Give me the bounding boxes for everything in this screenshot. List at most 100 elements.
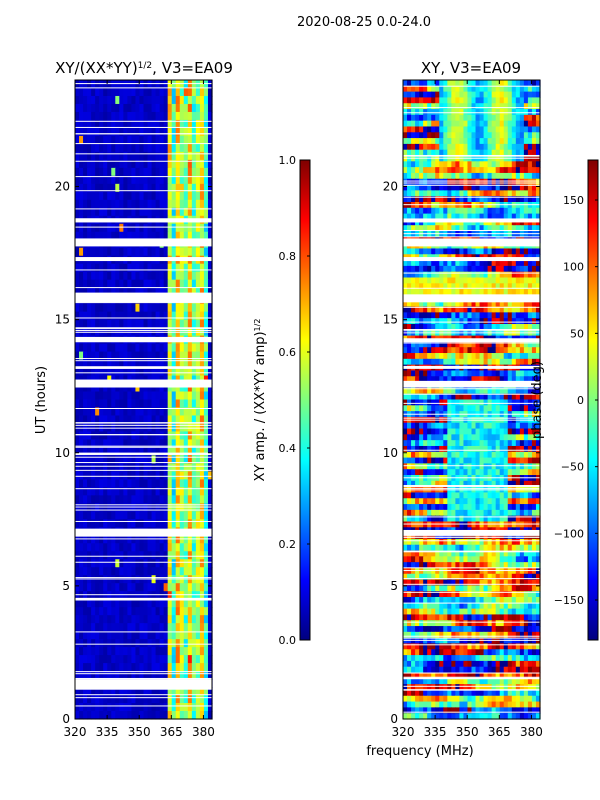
heatmap-cell	[183, 95, 189, 105]
heatmap-cell	[115, 151, 120, 161]
heatmap-cell	[435, 376, 440, 383]
heatmap-cell	[471, 271, 477, 279]
heatmap-cell	[487, 323, 493, 331]
heatmap-cell	[519, 283, 525, 290]
heatmap-cell	[187, 207, 193, 217]
heatmap-cell	[147, 407, 153, 417]
heatmap-cell	[175, 231, 181, 241]
heatmap-cell	[519, 289, 525, 296]
heatmap-cell	[103, 415, 108, 425]
heatmap-cell	[135, 159, 141, 169]
heatmap-cell	[123, 247, 128, 257]
heatmap-cell	[535, 428, 541, 435]
heatmap-cell	[179, 119, 185, 129]
heatmap-cell	[139, 407, 145, 417]
heatmap-cell	[511, 399, 517, 406]
heatmap-cell	[183, 511, 189, 520]
heatmap-cell	[519, 248, 525, 255]
heatmap-cell	[91, 311, 96, 321]
heatmap-cell	[119, 119, 124, 129]
heatmap-cell	[147, 479, 153, 488]
heatmap-cell	[103, 575, 108, 584]
heatmap-cell	[179, 247, 185, 257]
heatmap-cell	[519, 178, 525, 186]
heatmap-cell	[467, 353, 473, 360]
heatmap-cell	[131, 119, 137, 129]
heatmap-cell	[495, 393, 501, 401]
heatmap-cell	[167, 319, 173, 329]
heatmap-cell	[471, 97, 477, 104]
heatmap-cell	[447, 271, 452, 279]
heatmap-cell	[107, 703, 112, 712]
heatmap-cell	[91, 415, 96, 425]
flagged-row	[75, 292, 212, 294]
heatmap-cell	[187, 511, 193, 520]
heatmap-cell	[415, 341, 420, 348]
heatmap-cell	[439, 80, 444, 87]
flagged-row	[75, 336, 212, 343]
heatmap-cell	[139, 447, 145, 457]
heatmap-cell	[147, 463, 153, 472]
heatmap-cell	[107, 711, 112, 720]
heatmap-cell	[499, 219, 505, 226]
heatmap-cell	[107, 607, 112, 616]
heatmap-cell	[403, 323, 408, 331]
heatmap-cell	[515, 440, 521, 447]
heatmap-cell	[151, 263, 157, 273]
heatmap-cell	[191, 559, 197, 568]
heatmap-cell	[519, 399, 525, 406]
heatmap-cell	[131, 263, 137, 273]
heatmap-cell	[111, 695, 116, 704]
heatmap-cell	[499, 399, 505, 406]
heatmap-cell	[443, 126, 448, 133]
heatmap-cell	[455, 103, 461, 110]
heatmap-cell	[123, 495, 128, 504]
heatmap-cell	[111, 543, 116, 552]
heatmap-cell	[147, 551, 153, 560]
heatmap-cell	[91, 607, 96, 616]
heatmap-cell	[511, 387, 517, 395]
heatmap-cell	[103, 111, 108, 121]
heatmap-cell	[123, 263, 128, 273]
heatmap-cell	[487, 213, 493, 221]
heatmap-cell	[403, 434, 408, 441]
heatmap-cell	[471, 143, 477, 151]
heatmap-cell	[167, 495, 173, 504]
heatmap-cell	[475, 138, 481, 145]
heatmap-cell	[491, 184, 497, 191]
heatmap-cell	[491, 318, 497, 325]
heatmap-cell	[207, 639, 213, 648]
heatmap-cell	[103, 303, 108, 313]
heatmap-cell	[119, 247, 124, 257]
heatmap-cell	[163, 615, 169, 624]
heatmap-cell	[175, 135, 181, 145]
heatmap-cell	[143, 455, 149, 464]
heatmap-cell	[143, 111, 149, 121]
heatmap-cell	[171, 639, 177, 648]
heatmap-cell	[183, 615, 189, 624]
heatmap-cell	[87, 183, 92, 193]
heatmap-cell	[119, 127, 124, 137]
heatmap-cell	[75, 391, 80, 401]
heatmap-cell	[79, 223, 84, 233]
heatmap-cell	[535, 353, 541, 360]
heatmap-cell	[139, 207, 145, 217]
heatmap-cell	[527, 405, 533, 412]
heatmap-cell	[119, 631, 124, 640]
heatmap-cell	[519, 103, 525, 110]
heatmap-cell	[419, 358, 424, 366]
heatmap-cell	[151, 159, 157, 169]
heatmap-cell	[103, 711, 108, 720]
heatmap-cell	[203, 687, 209, 696]
heatmap-cell	[75, 359, 80, 369]
heatmap-cell	[95, 583, 100, 592]
heatmap-cell	[455, 358, 461, 366]
heatmap-cell	[75, 543, 80, 552]
heatmap-cell	[167, 599, 173, 608]
heatmap-cell	[455, 80, 461, 87]
heatmap-cell	[131, 567, 137, 576]
heatmap-cell	[523, 393, 529, 401]
heatmap-cell	[107, 511, 112, 520]
heatmap-cell	[491, 178, 497, 186]
heatmap-cell	[207, 543, 213, 552]
